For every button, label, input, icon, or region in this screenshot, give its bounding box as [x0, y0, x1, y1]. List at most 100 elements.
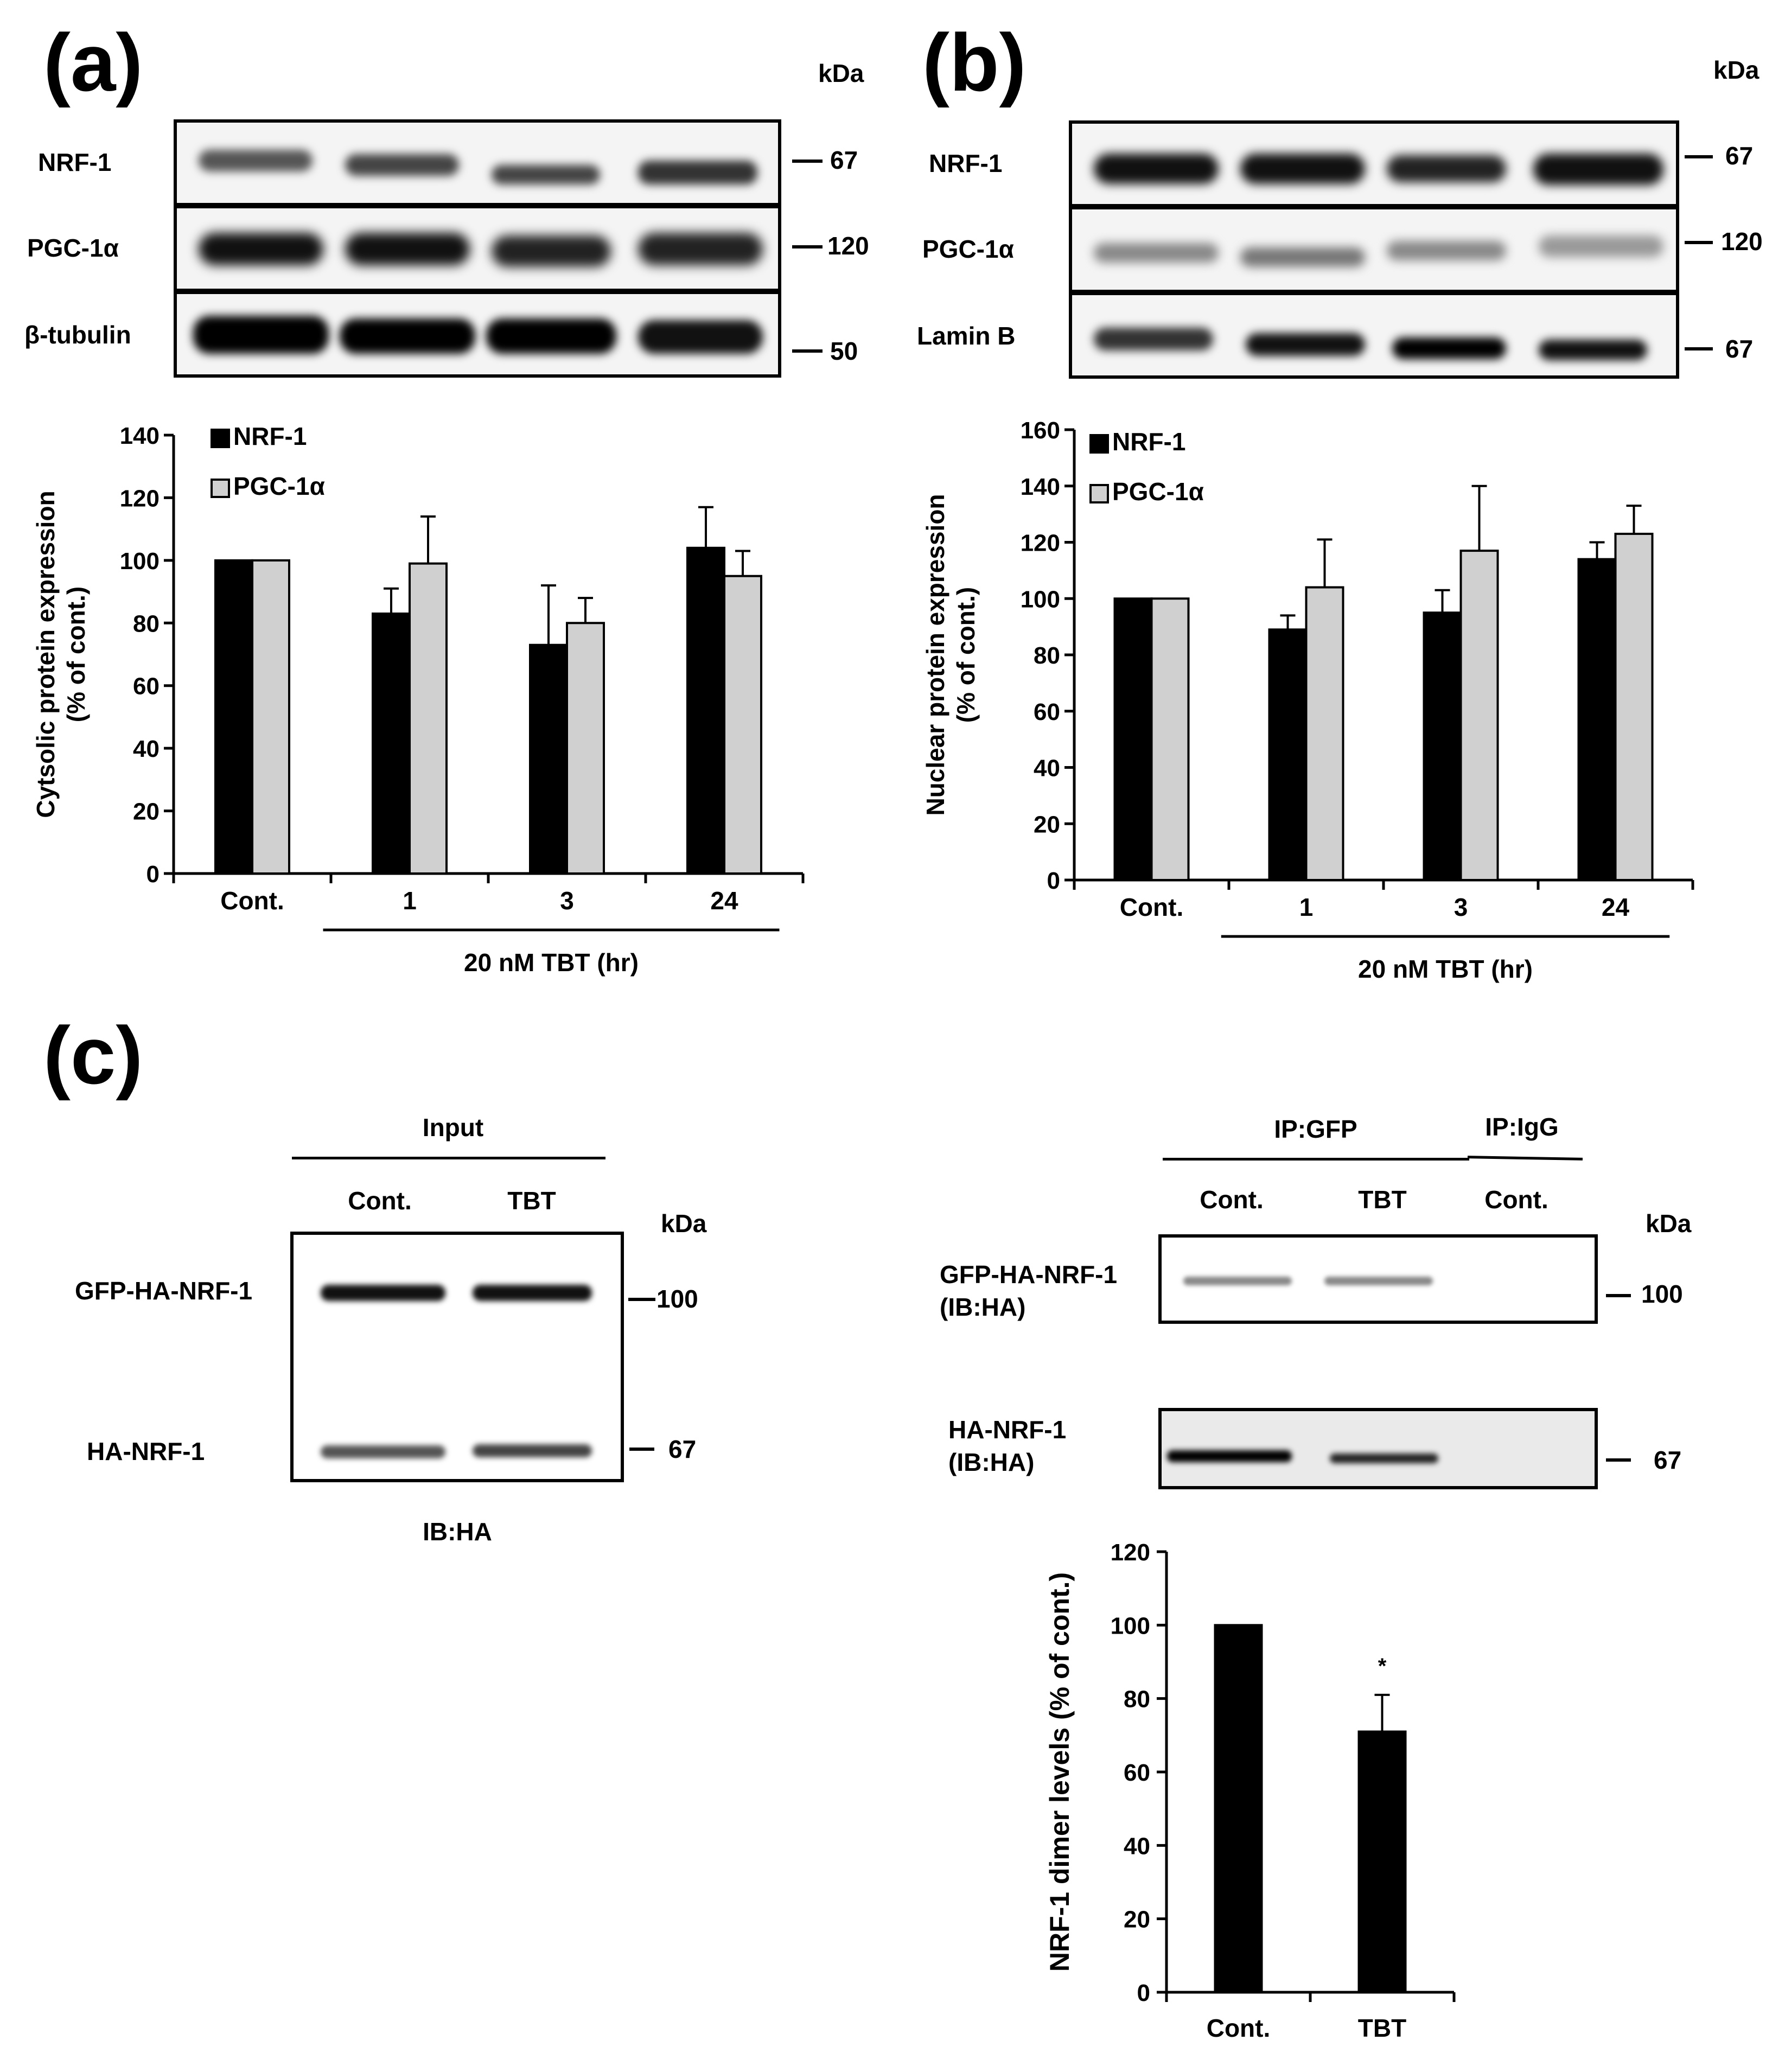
band — [1387, 155, 1506, 182]
ip-row-gfp-line2: (IB:HA) — [940, 1293, 1026, 1321]
bar — [409, 562, 448, 875]
marker-tick — [792, 349, 823, 353]
band — [1533, 154, 1663, 185]
y-tick-label: 0 — [1137, 1980, 1150, 2006]
y-tick-label: 140 — [1021, 474, 1060, 500]
x-tick-label: 24 — [1602, 893, 1630, 921]
significance-marker: * — [1378, 1654, 1387, 1678]
band — [1539, 340, 1647, 360]
bar — [1357, 1730, 1407, 1993]
ip-lane-tbt: TBT — [1358, 1185, 1407, 1214]
band — [321, 1445, 445, 1458]
y-tick-label: 100 — [1021, 586, 1060, 613]
blot-a-nrf1 — [174, 119, 781, 206]
blot-b-nrf1 — [1069, 120, 1679, 207]
x-tick-label: TBT — [1358, 2014, 1406, 2042]
ip-igg-line — [1467, 1156, 1583, 1161]
legend-swatch — [1089, 434, 1109, 454]
chart-panel-c: 0 20 40 60 80 100 120 Cont. * TBT NRF-1 dimer leve… — [1044, 1539, 1456, 2042]
y-tick-label: 160 — [1021, 417, 1060, 444]
ip-kda: kDa — [1646, 1209, 1692, 1238]
row-label-tubulin: β-tubulin — [24, 321, 131, 349]
blot-b-pgc — [1069, 206, 1679, 293]
band — [199, 150, 313, 171]
y-tick-label: 120 — [120, 485, 160, 512]
x-group-label: 20 nM TBT (hr) — [464, 948, 639, 977]
y-tick-label: 100 — [120, 548, 160, 575]
bar — [1459, 550, 1499, 881]
y-tick-label: 40 — [1124, 1833, 1150, 1859]
band — [345, 154, 459, 176]
legend-swatch — [1089, 484, 1109, 503]
marker-label: 120 — [827, 232, 869, 260]
panel-a-kda: kDa — [818, 59, 864, 87]
marker-label: 100 — [656, 1285, 698, 1313]
legend-swatch — [211, 479, 230, 498]
y-tick-label: 100 — [1111, 1612, 1150, 1639]
marker-tick — [1685, 241, 1713, 244]
y-tick-label: 0 — [1047, 868, 1060, 894]
legend-label: PGC-1α — [1112, 477, 1204, 506]
x-group-label: 20 nM TBT (hr) — [1358, 955, 1533, 983]
band — [1183, 1277, 1292, 1285]
ip-row-gfp-line1: GFP-HA-NRF-1 — [940, 1260, 1118, 1289]
y-axis-label: (% of cont.) — [952, 587, 980, 723]
x-tick-label: 24 — [710, 887, 738, 915]
bar — [1268, 628, 1308, 881]
legend-label: NRF-1 — [1112, 428, 1185, 456]
band — [340, 318, 475, 354]
band — [193, 316, 329, 354]
y-tick-label: 60 — [1034, 699, 1060, 725]
band — [1392, 337, 1506, 359]
y-tick-label: 60 — [133, 673, 160, 700]
marker-tick — [792, 245, 823, 248]
bar — [723, 575, 762, 875]
band — [1387, 241, 1506, 260]
bar — [372, 612, 411, 875]
legend-label: PGC-1α — [233, 472, 325, 500]
y-tick-label: 20 — [1124, 1907, 1150, 1933]
y-tick-label: 80 — [1034, 642, 1060, 669]
blot-a-tubulin — [174, 291, 781, 378]
blot-b-laminb — [1069, 292, 1679, 379]
legend-swatch — [211, 429, 230, 448]
band — [492, 235, 611, 267]
marker-tick — [792, 160, 823, 163]
ip-group-gfp: IP:GFP — [1274, 1115, 1357, 1143]
ip-gfp-line — [1163, 1158, 1469, 1161]
y-axis-label: Nuclear protein expression — [921, 494, 949, 815]
band — [1094, 328, 1213, 350]
band — [321, 1285, 445, 1301]
marker-tick — [1685, 347, 1713, 350]
band — [1324, 1277, 1433, 1285]
input-lane-tbt: TBT — [507, 1187, 556, 1215]
band — [638, 233, 763, 265]
marker-tick — [629, 1448, 654, 1451]
ip-row-ha-line1: HA-NRF-1 — [948, 1416, 1067, 1444]
input-header: Input — [422, 1113, 484, 1142]
band — [492, 165, 600, 184]
marker-tick — [1606, 1294, 1631, 1297]
panel-c-label: (c) — [43, 1010, 143, 1101]
input-lane-cont: Cont. — [348, 1187, 412, 1215]
ip-group-igg: IP:IgG — [1485, 1113, 1559, 1141]
x-tick-label: Cont. — [1207, 2014, 1271, 2042]
marker-label: 67 — [1654, 1446, 1682, 1474]
marker-label: 67 — [1725, 335, 1754, 363]
row-label-laminb: Lamin B — [917, 322, 1016, 350]
y-axis-label: Cytsolic protein expression — [31, 490, 60, 818]
y-tick-label: 120 — [1021, 530, 1060, 557]
y-tick-label: 80 — [133, 610, 160, 637]
marker-label: 120 — [1721, 227, 1763, 256]
band — [1246, 333, 1365, 356]
x-tick-label: 3 — [560, 887, 574, 915]
y-tick-label: 20 — [1034, 811, 1060, 838]
marker-label: 100 — [1641, 1280, 1683, 1308]
marker-label: 67 — [668, 1435, 697, 1463]
band — [638, 161, 757, 184]
bar — [1423, 611, 1462, 881]
band — [1094, 243, 1219, 263]
band — [638, 320, 763, 354]
ip-row-ha-line2: (IB:HA) — [948, 1448, 1035, 1476]
chart-panel-b: 0 20 40 60 80 100 120 140 160 Cont. 1 3 24 20 nM TBT … — [921, 417, 1694, 983]
